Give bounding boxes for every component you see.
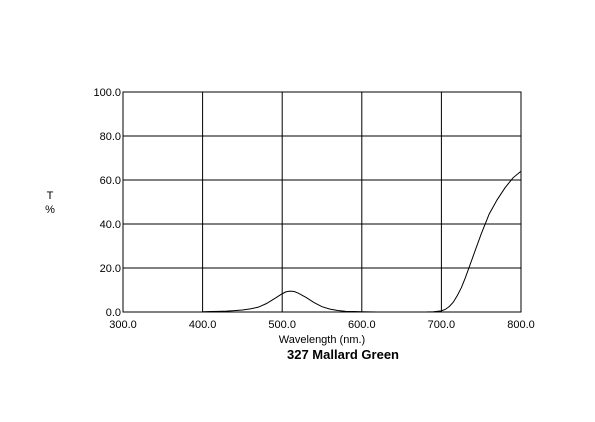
y-tick-label: 60.0 — [100, 175, 121, 187]
x-tick-label: 700.0 — [428, 319, 456, 331]
y-tick-label: 40.0 — [100, 219, 121, 231]
y-tick-label: 20.0 — [100, 263, 121, 275]
x-tick-label: 600.0 — [348, 319, 376, 331]
x-tick-label: 800.0 — [507, 319, 535, 331]
x-tick-label: 300.0 — [109, 319, 137, 331]
x-tick-label: 400.0 — [189, 319, 217, 331]
series-line — [202, 170, 522, 313]
x-tick-labels: 300.0 400.0 500.0 600.0 700.0 800.0 — [109, 319, 535, 331]
x-axis-label: Wavelength (nm.) — [279, 334, 365, 346]
y-tick-label: 80.0 — [100, 131, 121, 143]
plot-frame — [122, 91, 522, 313]
y-axis-label-percent: % — [45, 204, 55, 216]
y-tick-label: 100.0 — [93, 87, 121, 99]
chart-title: 327 Mallard Green — [287, 347, 399, 362]
y-tick-label: 0.0 — [106, 307, 121, 319]
y-axis-label-t: T — [47, 190, 54, 202]
y-tick-labels: 0.0 20.0 40.0 60.0 80.0 100.0 — [93, 87, 121, 319]
grid-lines — [123, 92, 521, 312]
x-tick-label: 500.0 — [268, 319, 296, 331]
